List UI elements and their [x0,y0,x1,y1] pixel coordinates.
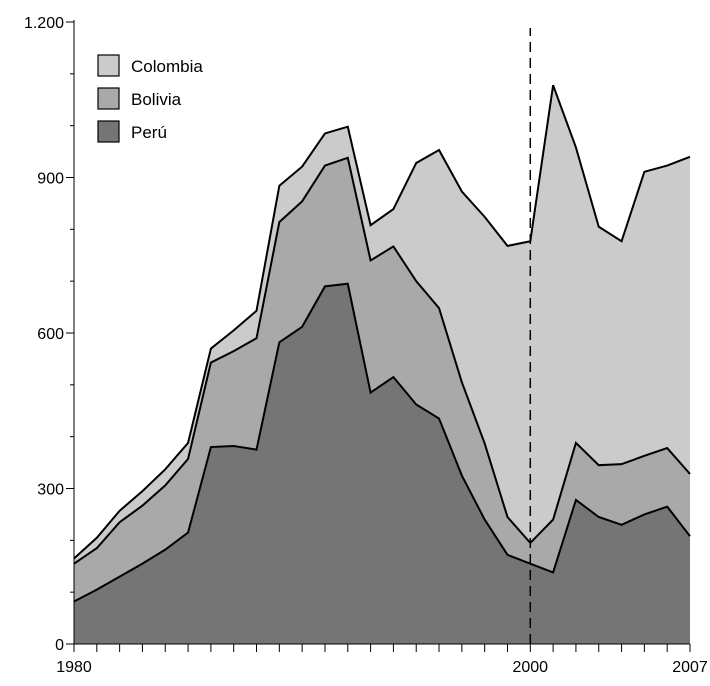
axes: 0 300 600 900 1.200 1980 2000 2007 [24,15,708,676]
stacked-areas [73,84,691,644]
legend: Colombia Bolivia Perú [97,54,203,143]
legend-label-bolivia: Bolivia [131,90,182,109]
legend-swatch-peru [97,120,120,143]
series-line-peru [73,282,691,603]
x-tick-label: 2000 [512,659,548,676]
series-line-colombia [73,84,691,560]
x-tick-label: 2007 [672,659,708,676]
y-tick-label: 1.200 [24,15,64,32]
area-peru [74,283,690,644]
y-tick-label: 300 [37,482,64,499]
legend-swatch-colombia [97,54,120,77]
area-bolivia [74,157,690,602]
legend-swatch-bolivia [97,87,120,110]
legend-label-colombia: Colombia [131,57,203,76]
x-tick-label: 1980 [56,659,92,676]
y-tick-label: 600 [37,326,64,343]
legend-label-peru: Perú [131,123,167,142]
y-tick-label: 0 [55,637,64,654]
series-line-bolivia [73,156,691,565]
y-tick-label: 900 [37,171,64,188]
